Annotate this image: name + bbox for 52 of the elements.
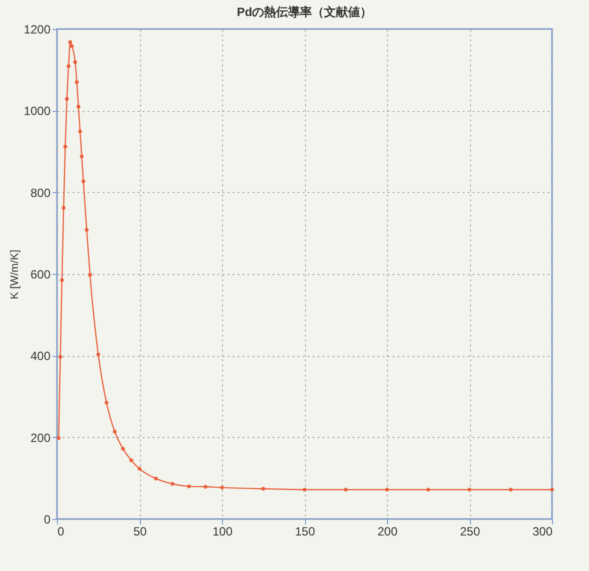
point (138, 466, 142, 471)
x-tick-label: 150 (294, 524, 316, 538)
point (170, 482, 174, 486)
y-tick-label: 600 (30, 268, 51, 282)
point (84, 228, 89, 232)
chart-title: Pdの熱伝導率（文献値） (236, 5, 372, 19)
x-tick-label: 250 (460, 524, 480, 538)
point (73, 60, 78, 64)
point (70, 44, 74, 48)
point (112, 430, 117, 434)
point (508, 488, 513, 492)
point (65, 96, 69, 101)
point (82, 179, 86, 184)
x-tick-label: 0 (58, 524, 64, 538)
point (550, 488, 554, 492)
point (104, 400, 108, 404)
point (76, 104, 80, 108)
x-tick-label: 100 (212, 524, 233, 538)
y-tick-label: 0 (44, 512, 51, 526)
y-tick-label: 1200 (24, 22, 51, 36)
y-axis-title: K [W/m/K] (8, 250, 21, 300)
point (68, 40, 72, 44)
point (96, 352, 100, 356)
y-tick-label: 200 (30, 430, 51, 445)
point (220, 486, 224, 490)
point (78, 130, 82, 134)
point (63, 144, 68, 148)
point (58, 355, 62, 359)
point (154, 476, 158, 480)
point (187, 484, 191, 488)
point (129, 458, 134, 462)
point (468, 488, 472, 492)
y-tick-label: 1000 (24, 104, 51, 118)
point (344, 488, 348, 492)
x-tick-label: 50 (133, 524, 147, 538)
point (74, 80, 79, 84)
y-tick-label: 800 (30, 186, 51, 200)
point (62, 206, 66, 210)
point (385, 488, 389, 492)
point (121, 446, 125, 451)
point (426, 488, 430, 492)
point (80, 154, 84, 158)
y-tick-label: 400 (30, 349, 51, 364)
point (66, 64, 70, 68)
point (302, 488, 306, 492)
point (88, 272, 92, 277)
point (60, 278, 64, 282)
x-tick-label: 300 (532, 524, 553, 538)
x-tick-label: 200 (377, 524, 398, 538)
point (56, 436, 61, 440)
point (261, 486, 266, 491)
point (204, 484, 208, 489)
